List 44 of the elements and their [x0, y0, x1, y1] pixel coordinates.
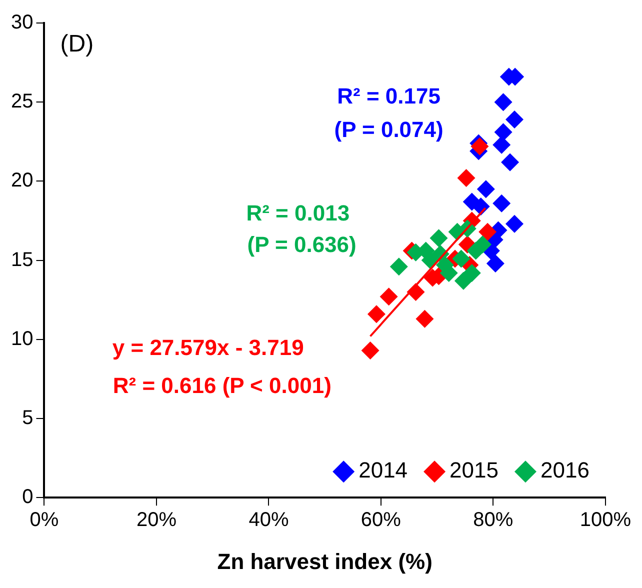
annotation: (D) — [60, 30, 94, 58]
point — [476, 180, 495, 198]
y-tick-label: 15 — [10, 248, 34, 271]
point — [361, 341, 380, 360]
annotation: R² = 0.616 (P < 0.001) — [112, 373, 332, 398]
y-tick-label: 30 — [10, 12, 34, 34]
point — [494, 123, 512, 142]
annotation: (P = 0.074) — [334, 116, 444, 142]
point — [367, 305, 386, 324]
annotation: R² = 0.175 — [337, 84, 440, 109]
x-axis-title: Zn harvest index (%) — [217, 548, 432, 574]
x-tick-label: 100% — [580, 509, 632, 532]
legend-label: 2014 — [358, 458, 408, 483]
annotation: (P = 0.636) — [247, 232, 356, 258]
point — [416, 310, 434, 328]
y-tick-label: 5 — [22, 407, 34, 430]
legend-label: 2016 — [540, 458, 590, 483]
point — [494, 93, 512, 112]
point — [492, 136, 511, 154]
y-tick-label: 0 — [22, 486, 34, 508]
point — [462, 264, 481, 282]
point — [501, 153, 520, 172]
point — [390, 258, 408, 276]
y-tick-label: 10 — [10, 328, 34, 350]
x-tick-label: 60% — [360, 509, 402, 532]
y-tick-label: 20 — [10, 170, 34, 192]
point — [430, 229, 448, 248]
point — [506, 110, 524, 128]
legend-label: 2015 — [450, 458, 498, 483]
point — [470, 137, 489, 156]
point — [492, 194, 511, 212]
point — [452, 250, 470, 268]
x-tick-label: 0% — [30, 509, 59, 532]
x-tick-label: 40% — [248, 509, 289, 532]
point — [380, 288, 398, 306]
point — [478, 222, 497, 241]
point — [457, 169, 476, 188]
annotation: R² = 0.013 — [246, 200, 350, 226]
y-tick-label: 25 — [10, 90, 34, 113]
x-tick-label: 20% — [136, 509, 177, 532]
point — [486, 254, 504, 272]
x-tick-label: 80% — [473, 509, 514, 532]
annotation: y = 27.579x - 3.719 — [112, 335, 304, 360]
point — [506, 214, 524, 233]
